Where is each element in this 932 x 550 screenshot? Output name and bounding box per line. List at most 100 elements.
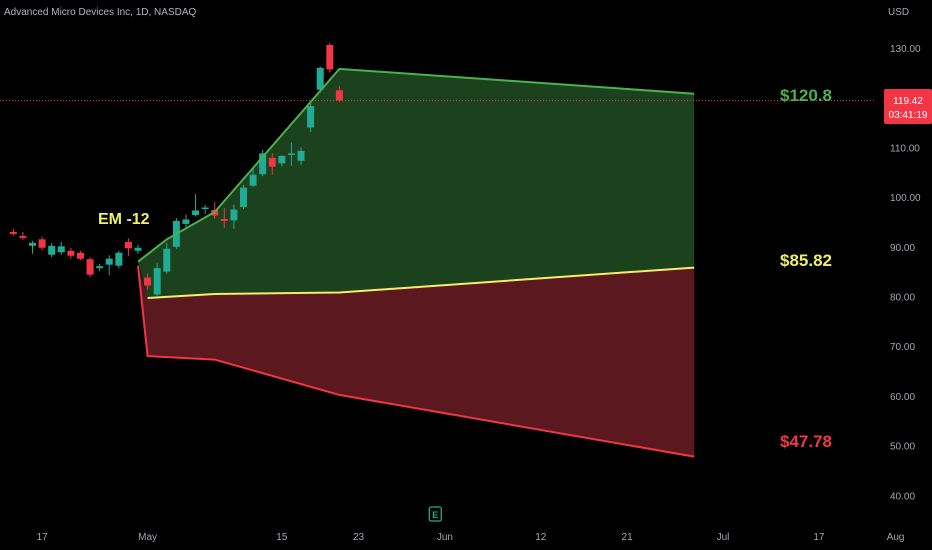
lower-line <box>137 265 695 458</box>
candle <box>38 236 46 251</box>
price-tag[interactable]: 119.42 03:41:19 <box>884 89 932 124</box>
x-tick-label: 17 <box>813 532 825 543</box>
candle <box>259 149 267 177</box>
y-tick-label: 90.00 <box>890 243 915 254</box>
candle <box>124 238 132 257</box>
candle <box>307 103 315 132</box>
candle-body <box>278 155 286 164</box>
x-axis[interactable]: 17May1523Jun1221Jul17Aug14 <box>37 532 932 543</box>
x-tick-label: 12 <box>535 532 547 543</box>
candlesticks <box>9 43 343 297</box>
candle <box>48 242 56 258</box>
candle <box>153 262 161 297</box>
candle <box>230 204 238 229</box>
candle <box>86 257 94 278</box>
mid-level-label: $85.82 <box>780 251 832 270</box>
candle <box>268 153 276 175</box>
candle-body <box>268 157 276 167</box>
candle <box>182 214 190 228</box>
candle-body <box>105 258 113 265</box>
candle-body <box>316 67 324 90</box>
y-tick-label: 80.00 <box>890 293 915 304</box>
candle-body <box>326 45 334 70</box>
candle-body <box>76 252 84 259</box>
candle <box>9 228 17 236</box>
y-tick-label: 40.00 <box>890 491 915 502</box>
event-markers[interactable]: E⚡E <box>428 506 932 522</box>
candle-body <box>124 241 132 249</box>
candle <box>144 273 152 290</box>
candle-body <box>144 277 152 286</box>
candle-body <box>259 153 267 175</box>
y-tick-label: 110.00 <box>890 143 920 154</box>
candle <box>115 250 123 269</box>
chart-title: Advanced Micro Devices Inc, 1D, NASDAQ <box>4 7 197 18</box>
candle <box>326 43 334 73</box>
x-tick-label: Aug <box>887 532 905 543</box>
candle <box>201 205 209 214</box>
candle-body <box>67 250 75 256</box>
candle <box>220 208 228 228</box>
price-tag-countdown: 03:41:19 <box>889 110 928 121</box>
candle-body <box>239 187 247 208</box>
candle <box>57 241 65 255</box>
event-marker-label: E <box>432 510 438 520</box>
candle-body <box>182 219 190 224</box>
candle <box>287 142 295 166</box>
candle <box>134 244 142 254</box>
candle-body <box>287 153 295 155</box>
em-label: EM -12 <box>98 211 150 228</box>
lower-range-fill <box>138 265 695 457</box>
candle-body <box>19 235 27 238</box>
candle-body <box>249 174 257 186</box>
expected-move-fills <box>138 68 695 457</box>
upper-line <box>137 67 695 263</box>
candle-body <box>115 252 123 266</box>
candle-body <box>86 259 94 275</box>
candle <box>249 168 257 188</box>
price-tag-price: 119.42 <box>893 96 923 107</box>
lower-level-label: $47.78 <box>780 432 832 451</box>
candle-body <box>96 266 104 269</box>
candle <box>163 242 171 274</box>
x-tick-label: Jun <box>437 532 453 543</box>
price-tag-box <box>884 89 932 124</box>
candle <box>29 240 37 254</box>
candle-body <box>192 210 200 215</box>
candle <box>278 155 286 167</box>
y-tick-label: 50.00 <box>890 442 915 453</box>
candle <box>239 184 247 210</box>
candle <box>67 247 75 259</box>
x-tick-label: 23 <box>353 532 365 543</box>
candle <box>105 255 113 276</box>
y-tick-label: 130.00 <box>890 44 921 55</box>
candle-body <box>163 248 171 272</box>
candle <box>19 231 27 240</box>
y-tick-label: 100.00 <box>890 193 921 204</box>
currency-label: USD <box>888 7 909 18</box>
candle <box>76 250 84 261</box>
x-tick-label: 17 <box>37 532 49 543</box>
candle-body <box>153 268 161 295</box>
candle-body <box>9 231 17 234</box>
candle <box>96 263 104 272</box>
event-marker[interactable]: E <box>428 506 442 522</box>
mid-line <box>147 266 695 299</box>
candle-body <box>335 90 343 101</box>
upper-level-label: $120.8 <box>780 86 832 105</box>
upper-range-fill <box>138 68 695 299</box>
candle-body <box>29 242 37 246</box>
expected-move-lines <box>137 67 695 458</box>
x-tick-label: Jul <box>717 532 730 543</box>
candle-body <box>201 207 209 210</box>
candle <box>192 194 200 217</box>
candle-body <box>48 245 56 255</box>
candle-body <box>220 218 228 221</box>
earnings-marker-box <box>428 506 442 522</box>
y-tick-label: 70.00 <box>890 342 915 353</box>
x-tick-label: May <box>138 532 157 543</box>
candle <box>335 85 343 103</box>
candle-body <box>57 246 65 253</box>
